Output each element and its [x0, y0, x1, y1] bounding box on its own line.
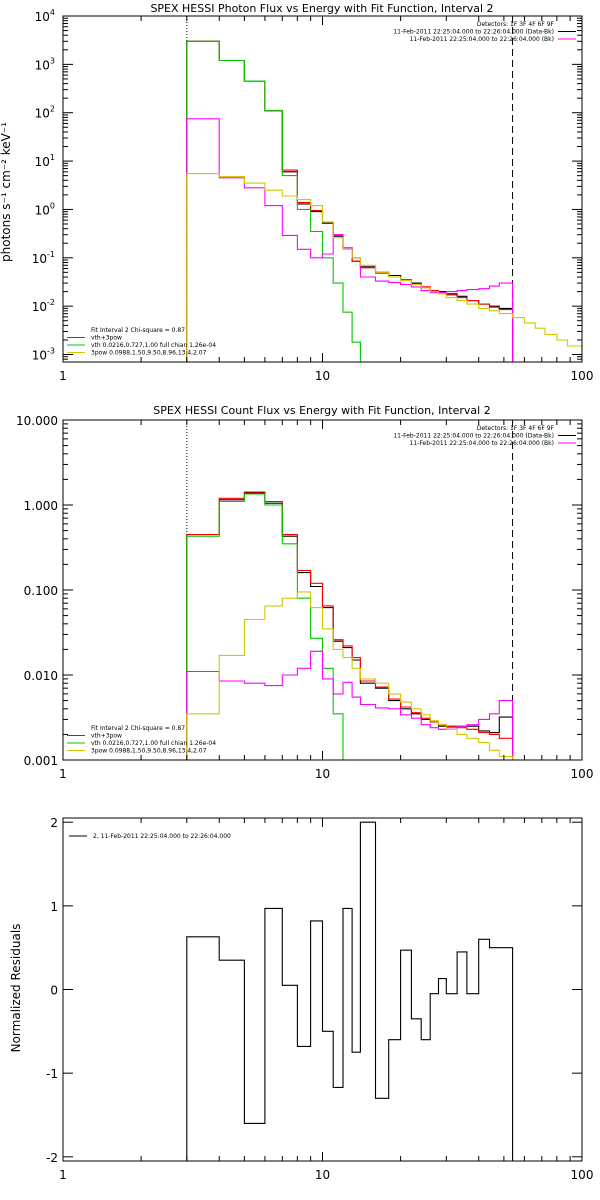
series-line-0 — [186, 821, 514, 1161]
y-tick-label: 10-1 — [32, 250, 55, 266]
chart-title: SPEX HESSI Count Flux vs Energy with Fit… — [153, 404, 490, 417]
legend-text: 3pow 0.0988,1.50,9.50,8.96,13.4,2.07 — [91, 350, 207, 357]
series-group — [186, 40, 582, 362]
y-tick-label: 2 — [50, 816, 58, 830]
series-line-1 — [186, 40, 514, 362]
x-tick-label: 100 — [571, 369, 594, 383]
y-axis-label: photons s⁻¹ cm⁻² keV⁻¹ — [0, 122, 13, 262]
x-tick-label: 10 — [315, 1168, 330, 1182]
x-tick-label: 100 — [571, 767, 594, 781]
y-tick-label: 103 — [35, 56, 55, 72]
count-flux-plot: 1 10 100 10.000 1.000 0.100 0.010 0.001 Detector… — [16, 414, 593, 781]
y-tick-label: 102 — [35, 105, 55, 121]
x-tick-label: 1 — [59, 369, 67, 383]
legend-text: 11-Feb-2011 22:25:04.000 to 22:26:04.000… — [393, 433, 554, 440]
series-group — [186, 491, 514, 760]
legend-text: 11-Feb-2011 22:25:04.000 to 22:26:04.000… — [393, 29, 554, 36]
x-tick-label: 1 — [59, 1168, 67, 1182]
legend-text: vth+3pow — [91, 733, 122, 740]
legend-text: vth 0.0216,0.727,1.00 full chian 1.26e-0… — [91, 342, 216, 349]
x-tick-label: 100 — [571, 1168, 594, 1182]
series-line-2 — [186, 493, 361, 760]
photon-flux-panel: SPEX HESSI Photon Flux vs Energy with Fi… — [0, 2, 593, 383]
series-line-4 — [186, 591, 514, 760]
photon-flux-plot: 1 10 100 104 103 102 101 100 10-1 10-2 10-3 Detecto… — [32, 8, 594, 383]
legend-text: 2, 11-Feb-2011 22:25:04.000 to 22:26:04.… — [93, 833, 231, 840]
y-tick-label: 0.010 — [24, 669, 58, 683]
series-line-2 — [186, 40, 361, 362]
y-tick-label: 1 — [50, 900, 58, 914]
x-tick-label: 10 — [315, 369, 330, 383]
y-tick-label: 0 — [50, 984, 58, 998]
series-line-0 — [186, 492, 514, 760]
legend-text: Fit Interval 2 Chi-square = 0.87 — [91, 327, 185, 334]
legend-text: 11-Feb-2011 22:25:04.000 to 22:26:04.000… — [410, 36, 554, 43]
x-tick-label: 1 — [59, 767, 67, 781]
legend-text: vth 0.0216,0.727,1.00 full chian 1.26e-0… — [91, 740, 216, 747]
x-tick-label: 10 — [315, 767, 330, 781]
series-line-3 — [186, 650, 514, 760]
y-tick-label: -2 — [46, 1151, 58, 1165]
chart-title: SPEX HESSI Photon Flux vs Energy with Fi… — [150, 2, 493, 15]
legend-text: 11-Feb-2011 22:25:04.000 to 22:26:04.000… — [410, 440, 554, 447]
y-tick-label: 101 — [35, 153, 55, 169]
legend-text: Fit Interval 2 Chi-square = 0.87 — [91, 725, 185, 732]
legend-text: 3pow 0.0988,1.50,9.50,8.96,13.4,2.07 — [91, 748, 207, 755]
y-tick-label: -1 — [46, 1067, 58, 1081]
count-flux-panel: SPEX HESSI Count Flux vs Energy with Fit… — [16, 404, 593, 781]
y-tick-label: 1.000 — [24, 499, 58, 513]
y-tick-label: 10-3 — [32, 347, 55, 363]
series-group — [186, 821, 514, 1161]
y-tick-label: 0.001 — [24, 754, 58, 768]
legend-text: vth+3pow — [91, 335, 122, 342]
y-tick-label: 100 — [35, 201, 55, 217]
series-line-1 — [186, 491, 514, 760]
y-tick-label: 10-2 — [32, 298, 55, 314]
series-line-4 — [186, 173, 582, 362]
legend-text: Detectors: 1F 3F 4F 6F 9F — [477, 425, 555, 432]
series-line-3 — [186, 118, 514, 362]
legend-text: Detectors: 1F 3F 4F 6F 9F — [477, 21, 555, 28]
y-tick-label: 104 — [35, 8, 55, 24]
y-tick-label: 10.000 — [16, 414, 58, 428]
y-axis-label: Normalized Residuals — [9, 924, 23, 1053]
series-line-0 — [186, 40, 514, 362]
y-tick-label: 0.100 — [24, 584, 58, 598]
